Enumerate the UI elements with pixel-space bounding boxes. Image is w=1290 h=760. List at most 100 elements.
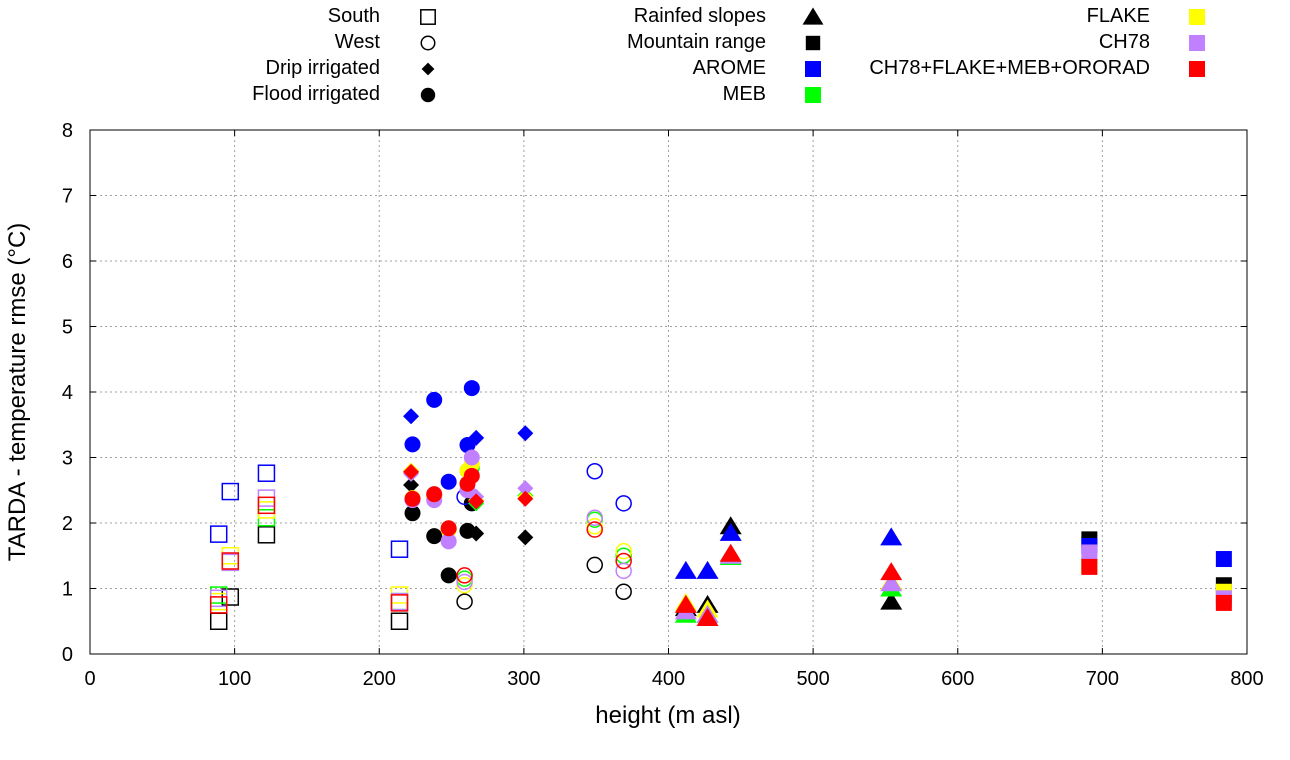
x-tick-label: 700 — [1086, 668, 1119, 690]
data-point-black — [257, 526, 276, 544]
data-point-all — [390, 594, 409, 612]
data-point-black — [403, 477, 420, 494]
data-point-arome — [404, 436, 421, 453]
data-point-all — [221, 552, 240, 570]
data-point-black — [517, 529, 534, 546]
data-point-all — [880, 562, 903, 581]
legend-swatch-flake — [1189, 9, 1205, 25]
data-point-ch78 — [463, 449, 480, 466]
data-point-flake — [586, 518, 603, 535]
x-tick-label: 0 — [84, 668, 95, 690]
data-point-ch78 — [1081, 544, 1098, 561]
y-tick-label: 1 — [62, 579, 73, 601]
data-point-arome — [696, 560, 719, 579]
data-point-arome — [459, 437, 476, 454]
data-point-arome — [257, 464, 276, 482]
data-point-ch78 — [440, 533, 457, 550]
legend-label: Drip irrigated — [266, 57, 380, 79]
data-point-all — [463, 467, 480, 484]
x-tick-label: 400 — [652, 668, 685, 690]
y-tick-label: 6 — [62, 251, 73, 273]
x-tick-label: 200 — [363, 668, 396, 690]
data-point-meb — [456, 570, 473, 587]
data-point-ch78 — [209, 589, 228, 608]
y-tick-label: 8 — [62, 120, 73, 142]
legend-label: CH78+FLAKE+MEB+ORORAD — [869, 57, 1150, 79]
data-point-ch78 — [586, 509, 603, 527]
y-tick-label: 0 — [62, 644, 73, 666]
data-point-arome — [517, 425, 534, 442]
x-tick-label: 100 — [218, 668, 251, 690]
data-point-black — [404, 505, 421, 522]
data-point-black — [390, 612, 409, 630]
legend-label: West — [335, 31, 381, 53]
data-point-all — [403, 463, 420, 480]
data-point-ch78 — [257, 489, 276, 507]
axis-ticks: 0 100 200 300 400 500 600 700 800 0 1 2 3 4 5 6 7 8 — [62, 120, 1264, 690]
data-point-arome — [390, 540, 409, 558]
data-point-all — [586, 521, 603, 538]
data-point-arome — [880, 527, 903, 546]
data-point-meb — [221, 553, 240, 572]
legend-marker-square — [805, 35, 821, 51]
legend-swatch-ch78 — [1189, 35, 1205, 51]
data-point-all — [719, 543, 742, 562]
legend-label: AROME — [693, 57, 766, 79]
legend: South West Drip irrigated Flood irrigated Ra… — [252, 5, 1205, 105]
x-tick-label: 600 — [941, 668, 974, 690]
data-point-ch78 — [880, 573, 903, 592]
legend-swatch-meb — [805, 87, 821, 103]
legend-marker-circle — [420, 87, 436, 103]
y-tick-label: 5 — [62, 317, 73, 339]
legend-marker-diamond — [421, 62, 435, 76]
data-point-black — [440, 567, 457, 584]
data-point-all — [1215, 594, 1232, 611]
legend-label: CH78 — [1099, 31, 1150, 53]
data-point-flake — [209, 592, 228, 611]
legend-marker-triangle — [802, 7, 824, 25]
y-tick-label: 7 — [62, 186, 73, 208]
data-point-arome — [403, 408, 420, 425]
data-point-all — [456, 567, 473, 584]
data-point-flake — [221, 547, 240, 565]
data-point-ch78 — [221, 553, 240, 572]
legend-label: South — [328, 5, 380, 27]
data-point-black — [586, 556, 603, 574]
legend-swatch-all — [1189, 61, 1205, 77]
y-tick-label: 4 — [62, 382, 73, 404]
x-tick-label: 300 — [507, 668, 540, 690]
data-point-all — [257, 496, 276, 515]
legend-label: FLAKE — [1087, 5, 1150, 27]
legend-label: Mountain range — [627, 31, 766, 53]
data-point-arome — [1215, 551, 1232, 568]
data-point-black — [615, 583, 632, 601]
data-point-arome — [463, 380, 480, 397]
data-point-all — [440, 520, 457, 537]
data-point-black — [426, 528, 443, 545]
data-point-ch78 — [456, 573, 473, 591]
data-point-black — [456, 593, 473, 610]
y-axis-label: TARDA - temperature rmse (°C) — [4, 223, 31, 562]
data-point-ch78 — [390, 592, 409, 611]
data-point-all — [1081, 558, 1098, 575]
data-point-arome — [719, 522, 742, 541]
x-axis-label: height (m asl) — [595, 702, 740, 729]
data-point-all — [468, 493, 485, 510]
legend-label: Rainfed slopes — [634, 5, 766, 27]
data-point-arome — [615, 495, 632, 512]
data-point-flake — [615, 542, 632, 560]
legend-marker-open-circle — [420, 35, 436, 51]
data-point-all — [615, 552, 632, 570]
data-point-arome — [674, 560, 697, 579]
grid-lines — [90, 130, 1247, 654]
data-point-all — [517, 490, 534, 507]
x-tick-label: 500 — [796, 668, 829, 690]
legend-swatch-arome — [805, 61, 821, 77]
y-tick-label: 2 — [62, 513, 73, 535]
data-point-all — [426, 486, 443, 503]
data-point-ch78 — [517, 480, 534, 497]
data-points — [209, 380, 1232, 630]
data-point-arome — [209, 525, 228, 543]
data-point-arome — [586, 463, 603, 480]
